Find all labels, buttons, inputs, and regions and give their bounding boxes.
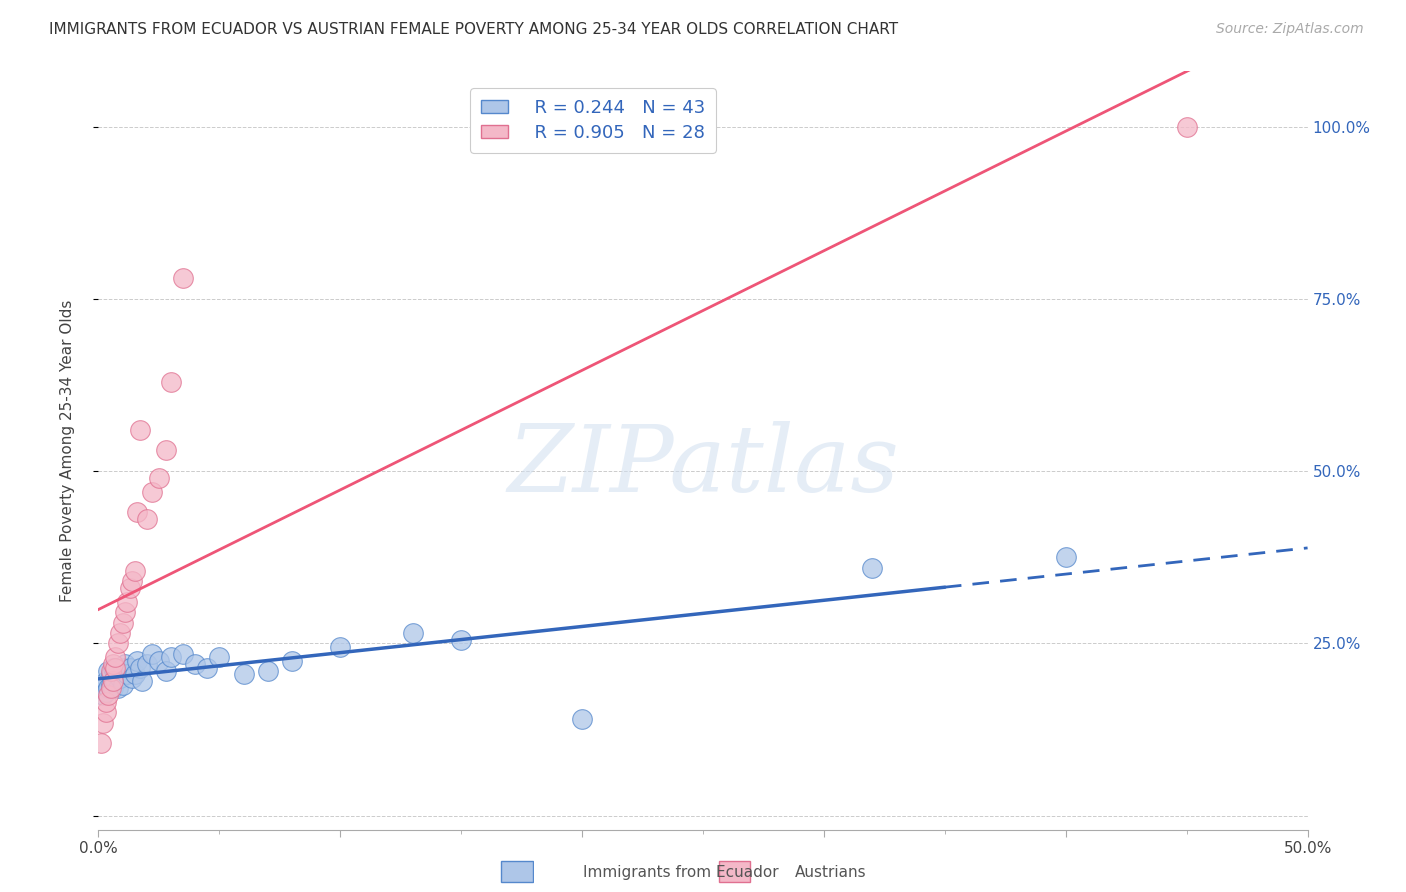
Point xyxy=(114,606,136,620)
Point xyxy=(100,681,122,696)
Point xyxy=(100,664,122,678)
Point xyxy=(155,664,177,678)
Point xyxy=(107,636,129,650)
FancyBboxPatch shape xyxy=(718,861,751,882)
Point xyxy=(111,615,134,630)
Point xyxy=(94,684,117,698)
Point xyxy=(148,654,170,668)
Point xyxy=(127,506,149,520)
Point xyxy=(860,560,883,574)
Point xyxy=(90,736,112,750)
Point xyxy=(97,688,120,702)
Point xyxy=(107,664,129,678)
Legend:   R = 0.244   N = 43,   R = 0.905   N = 28: R = 0.244 N = 43, R = 0.905 N = 28 xyxy=(470,88,716,153)
Point xyxy=(571,712,593,726)
Point xyxy=(195,660,218,674)
Point xyxy=(104,650,127,665)
Point xyxy=(107,681,129,696)
Point xyxy=(1054,550,1077,565)
Point xyxy=(329,640,352,654)
Point xyxy=(101,657,124,672)
Point xyxy=(172,647,194,661)
Point xyxy=(94,674,117,689)
Point xyxy=(127,654,149,668)
Point xyxy=(128,423,150,437)
Point xyxy=(100,678,122,692)
Point xyxy=(141,647,163,661)
Text: Austrians: Austrians xyxy=(794,865,866,880)
Point xyxy=(155,443,177,458)
Text: Immigrants from Ecuador: Immigrants from Ecuador xyxy=(583,865,779,880)
Point xyxy=(97,664,120,678)
Point xyxy=(160,375,183,389)
Point xyxy=(172,271,194,285)
Text: ZIPatlas: ZIPatlas xyxy=(508,421,898,510)
Point xyxy=(111,660,134,674)
FancyBboxPatch shape xyxy=(501,861,533,882)
Point xyxy=(118,582,141,596)
Point xyxy=(111,678,134,692)
Point xyxy=(117,595,139,609)
Point xyxy=(104,664,127,678)
Point xyxy=(160,650,183,665)
Point xyxy=(402,626,425,640)
Point xyxy=(124,667,146,681)
Point xyxy=(135,512,157,526)
Point xyxy=(101,660,124,674)
Point xyxy=(91,688,114,702)
Point xyxy=(91,715,114,730)
Point xyxy=(232,667,254,681)
Point xyxy=(101,674,124,689)
Point xyxy=(1175,120,1198,134)
Point xyxy=(94,706,117,720)
Point xyxy=(141,484,163,499)
Point xyxy=(281,654,304,668)
Point xyxy=(108,671,131,685)
Text: Source: ZipAtlas.com: Source: ZipAtlas.com xyxy=(1216,22,1364,37)
Point xyxy=(121,574,143,589)
Point xyxy=(208,650,231,665)
Point xyxy=(148,471,170,485)
Point xyxy=(104,660,127,674)
Point xyxy=(94,695,117,709)
Text: IMMIGRANTS FROM ECUADOR VS AUSTRIAN FEMALE POVERTY AMONG 25-34 YEAR OLDS CORRELA: IMMIGRANTS FROM ECUADOR VS AUSTRIAN FEMA… xyxy=(49,22,898,37)
Point xyxy=(128,660,150,674)
Point xyxy=(114,657,136,672)
Point xyxy=(131,674,153,689)
Point xyxy=(117,667,139,681)
Point xyxy=(256,664,278,678)
Point xyxy=(100,667,122,681)
Point xyxy=(184,657,207,672)
Point xyxy=(97,681,120,696)
Point xyxy=(124,564,146,578)
Point xyxy=(108,626,131,640)
Y-axis label: Female Poverty Among 25-34 Year Olds: Female Poverty Among 25-34 Year Olds xyxy=(60,300,75,601)
Point xyxy=(121,671,143,685)
Point xyxy=(450,633,472,648)
Point xyxy=(101,681,124,696)
Point xyxy=(104,674,127,689)
Point xyxy=(118,660,141,674)
Point xyxy=(90,681,112,696)
Point xyxy=(135,657,157,672)
